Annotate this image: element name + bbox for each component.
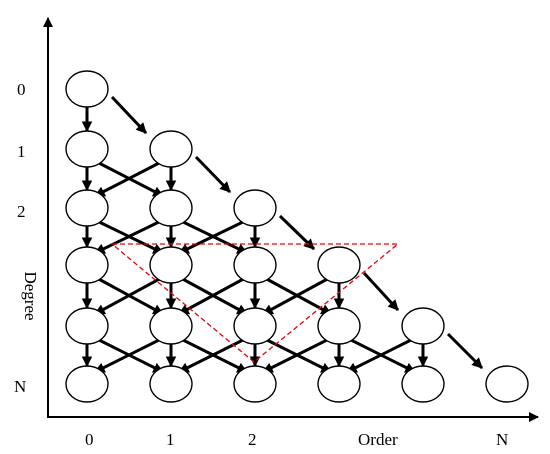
x-tick-0: 0 — [85, 430, 94, 449]
y-tick-n: N — [14, 377, 26, 396]
node — [65, 189, 109, 227]
arrow-cross-left — [346, 336, 416, 374]
y-tick-1: 1 — [17, 142, 26, 161]
arrow-diagonal — [194, 155, 232, 194]
node — [317, 365, 361, 403]
arrow-cross-left — [178, 336, 248, 374]
node — [401, 307, 445, 345]
x-axis-title: Order — [358, 430, 398, 449]
node — [65, 307, 109, 345]
arrow-diagonal — [110, 95, 148, 135]
node — [485, 365, 529, 403]
arrow-diagonal — [446, 332, 484, 370]
arrow-diagonal — [362, 271, 400, 312]
node — [65, 70, 109, 108]
node — [233, 246, 277, 284]
arrow-cross-left — [94, 275, 164, 316]
node — [233, 307, 277, 345]
arrows — [81, 95, 484, 374]
y-tick-2: 2 — [17, 202, 26, 221]
x-tick-n: N — [496, 430, 508, 449]
arrow-cross-left — [94, 159, 164, 198]
node — [149, 307, 193, 345]
arrow-cross-left — [94, 218, 164, 255]
arrow-cross-left — [178, 218, 248, 255]
arrow-cross-left — [262, 275, 332, 316]
arrow-cross-left — [178, 275, 248, 316]
node — [401, 365, 445, 403]
y-axis-title: Degree — [21, 271, 40, 320]
node — [317, 246, 361, 284]
node — [149, 189, 193, 227]
nodes — [65, 70, 529, 403]
node — [317, 307, 361, 345]
node — [149, 365, 193, 403]
node — [65, 130, 109, 168]
highlight-triangle — [110, 243, 400, 363]
node — [149, 130, 193, 168]
node — [65, 246, 109, 284]
arrow-cross-left — [94, 336, 164, 374]
node — [233, 189, 277, 227]
node — [65, 365, 109, 403]
y-tick-0: 0 — [17, 80, 26, 99]
x-tick-1: 1 — [166, 430, 175, 449]
node — [149, 246, 193, 284]
x-tick-2: 2 — [248, 430, 257, 449]
node — [233, 365, 277, 403]
arrow-cross-left — [262, 336, 332, 374]
